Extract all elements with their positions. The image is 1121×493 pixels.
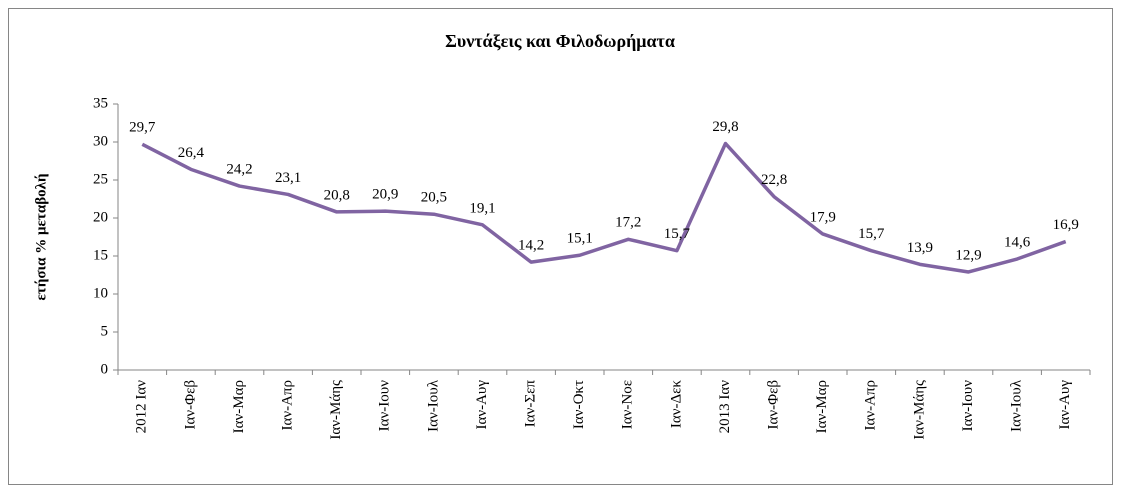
data-label: 26,4 xyxy=(178,145,205,161)
data-label: 17,9 xyxy=(810,209,836,225)
y-tick-label: 5 xyxy=(101,323,109,339)
data-label: 15,7 xyxy=(664,226,691,242)
data-label: 19,1 xyxy=(469,200,495,216)
x-tick-label: Ιαν-Δεκ xyxy=(668,380,684,429)
data-label: 14,6 xyxy=(1004,234,1031,250)
data-label: 14,2 xyxy=(518,238,544,254)
x-tick-label: Ιαν-Μαρ xyxy=(231,380,247,433)
x-tick-label: Ιαν-Αυγ xyxy=(474,380,490,430)
x-tick-label: Ιαν-Μαρ xyxy=(814,380,830,433)
data-label: 15,1 xyxy=(567,231,593,247)
x-tick-label: Ιαν-Αυγ xyxy=(1057,380,1073,430)
data-label: 23,1 xyxy=(275,170,301,186)
x-tick-label: 2012 Ιαν xyxy=(134,380,150,434)
x-tick-label: Ιαν-Οκτ xyxy=(571,380,587,429)
data-label: 29,7 xyxy=(129,120,156,136)
x-tick-label: Ιαν-Σεπ xyxy=(523,380,539,428)
y-tick-label: 0 xyxy=(101,361,109,377)
data-label: 20,9 xyxy=(372,187,398,203)
data-label: 22,8 xyxy=(761,172,787,188)
x-tick-label: Ιαν-Μάης xyxy=(911,380,927,440)
y-tick-label: 25 xyxy=(93,171,108,187)
data-label: 13,9 xyxy=(907,240,933,256)
x-tick-label: 2013 Ιαν xyxy=(717,380,733,434)
data-label: 12,9 xyxy=(955,247,981,263)
y-tick-label: 30 xyxy=(93,133,108,149)
x-tick-label: Ιαν-Φεβ xyxy=(766,380,782,430)
x-tick-label: Ιαν-Ιουν xyxy=(960,380,976,432)
x-tick-label: Ιαν-Μάης xyxy=(328,380,344,440)
data-line xyxy=(141,141,1067,274)
y-tick-label: 10 xyxy=(93,285,108,301)
data-label: 29,8 xyxy=(712,119,738,135)
data-label: 17,2 xyxy=(615,215,641,231)
y-tick-label: 35 xyxy=(93,95,108,111)
x-tick-label: Ιαν-Απρ xyxy=(863,380,879,431)
x-tick-label: Ιαν-Νοε xyxy=(620,380,636,429)
x-tick-label: Ιαν-Ιουλ xyxy=(1009,379,1025,432)
data-label: 16,9 xyxy=(1053,217,1079,233)
chart-frame xyxy=(8,8,1113,485)
chart-title: Συντάξεις και Φιλοδωρήματα xyxy=(445,31,675,52)
y-tick-label: 20 xyxy=(93,209,108,225)
y-tick-label: 15 xyxy=(93,247,108,263)
y-axis-label: ετήσια % μεταβολή xyxy=(33,173,49,300)
x-tick-label: Ιαν-Ιουλ xyxy=(425,379,441,432)
x-tick-label: Ιαν-Φεβ xyxy=(182,380,198,430)
data-label: 20,8 xyxy=(324,187,350,203)
data-label: 15,7 xyxy=(858,226,885,242)
data-label: 20,5 xyxy=(421,190,447,206)
x-tick-label: Ιαν-Απρ xyxy=(280,380,296,431)
x-tick-label: Ιαν-Ιουν xyxy=(377,380,393,432)
data-label: 24,2 xyxy=(226,162,252,178)
